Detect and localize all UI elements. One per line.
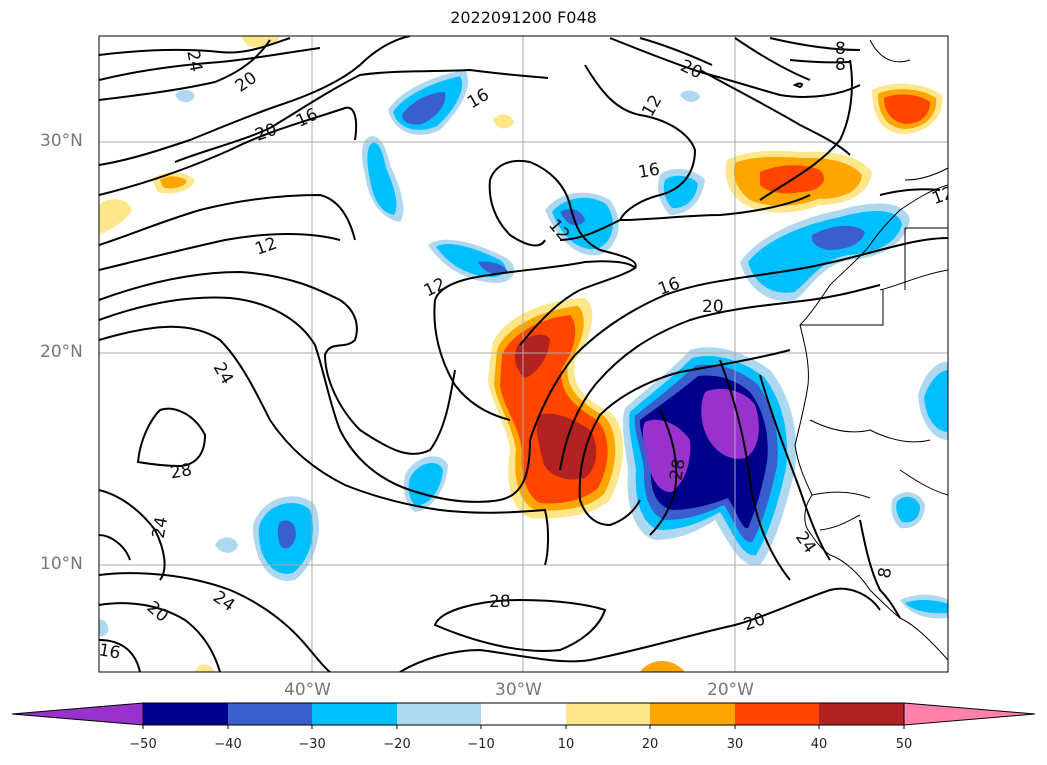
colorbar-extend-low bbox=[11, 702, 144, 726]
contour-label: 20 bbox=[702, 297, 724, 317]
contour-label: 8 bbox=[835, 55, 846, 75]
colorbar-tick: 10 bbox=[557, 737, 575, 752]
warm-patch-bottom bbox=[640, 661, 685, 672]
colorbar-frame bbox=[142, 702, 905, 726]
contour-label: 28 bbox=[489, 592, 511, 612]
colorbar-tick: 20 bbox=[641, 737, 659, 752]
contour-label: 24 bbox=[149, 515, 172, 540]
height-contours bbox=[99, 36, 948, 672]
cold-blob-central-east-purple-2 bbox=[642, 419, 691, 493]
warm-patch-west-orange bbox=[160, 176, 187, 189]
contour-label: 12 bbox=[929, 183, 956, 209]
colorbar-extend-high bbox=[903, 702, 1036, 726]
colorbar-segment bbox=[143, 703, 228, 725]
contour-label: 16 bbox=[637, 159, 662, 182]
lat-label-20n: 20°N bbox=[40, 342, 83, 362]
cold-blob-north-2-sky bbox=[367, 142, 397, 215]
contour-label: 16 bbox=[97, 640, 122, 663]
colorbar-tick: 50 bbox=[895, 737, 913, 752]
colorbar-tick: −30 bbox=[298, 737, 326, 752]
cold-blob-east-south-2-sky bbox=[905, 600, 948, 614]
warm-patch-bottom-left bbox=[195, 664, 215, 672]
lon-label-20w: 20°W bbox=[707, 680, 754, 700]
colorbar-tick: −20 bbox=[383, 737, 411, 752]
cold-blob-north-1-royal bbox=[402, 92, 446, 125]
cold-blob-mid-2-royal bbox=[478, 261, 508, 275]
lon-label-40w: 40°W bbox=[284, 680, 331, 700]
cold-blob-small-3 bbox=[680, 90, 700, 103]
contour-label: 8 bbox=[875, 566, 897, 580]
warm-patch-left-edge bbox=[99, 198, 132, 235]
colorbar bbox=[11, 702, 1036, 729]
contour-label: 28 bbox=[666, 457, 689, 482]
cold-band-northeast-royal bbox=[811, 225, 865, 250]
colorbar-tick: 40 bbox=[810, 737, 828, 752]
lat-label-30n: 30°N bbox=[40, 131, 83, 151]
colorbar-tick: −50 bbox=[129, 737, 157, 752]
colorbar-tick: −10 bbox=[467, 737, 495, 752]
colorbar-segment bbox=[228, 703, 312, 725]
contour-label: 24 bbox=[182, 49, 205, 74]
cold-blob-small-4 bbox=[99, 619, 109, 637]
warm-blob-central-darkred bbox=[514, 334, 597, 480]
plot-area: 24 20 20 16 16 12 12 8 8 16 20 12 12 16 … bbox=[97, 36, 956, 672]
lat-label-10n: 10°N bbox=[40, 554, 83, 574]
colorbar-segment bbox=[650, 703, 735, 725]
colorbar-segment bbox=[397, 703, 481, 725]
contour-label: 8 bbox=[835, 39, 846, 59]
colorbar-segment bbox=[819, 703, 904, 725]
colorbar-segment bbox=[312, 703, 397, 725]
colorbar-segment bbox=[481, 703, 566, 725]
colorbar-tick: −40 bbox=[214, 737, 242, 752]
cold-blob-mid-3-sky bbox=[663, 175, 698, 209]
cold-blob-small-2 bbox=[175, 89, 195, 103]
cold-blob-southwest-1-royal bbox=[277, 520, 296, 549]
figure-title: 2022091200 F048 bbox=[450, 8, 597, 27]
coastlines bbox=[794, 39, 948, 661]
cold-blob-small-1 bbox=[215, 537, 238, 553]
cold-blob-east-south-sky bbox=[896, 496, 920, 523]
warm-blob-far-northeast-red bbox=[884, 94, 930, 124]
cold-blob-east-edge-sky bbox=[924, 370, 948, 432]
colorbar-tick: 30 bbox=[726, 737, 744, 752]
lon-label-30w: 30°W bbox=[495, 680, 542, 700]
cold-blob-southwest-2-sky bbox=[408, 463, 443, 506]
plot-frame bbox=[98, 35, 949, 673]
warm-patch-small-1 bbox=[493, 114, 514, 129]
colorbar-segment bbox=[566, 703, 650, 725]
contour-label: 28 bbox=[169, 460, 194, 483]
colorbar-segment bbox=[735, 703, 819, 725]
